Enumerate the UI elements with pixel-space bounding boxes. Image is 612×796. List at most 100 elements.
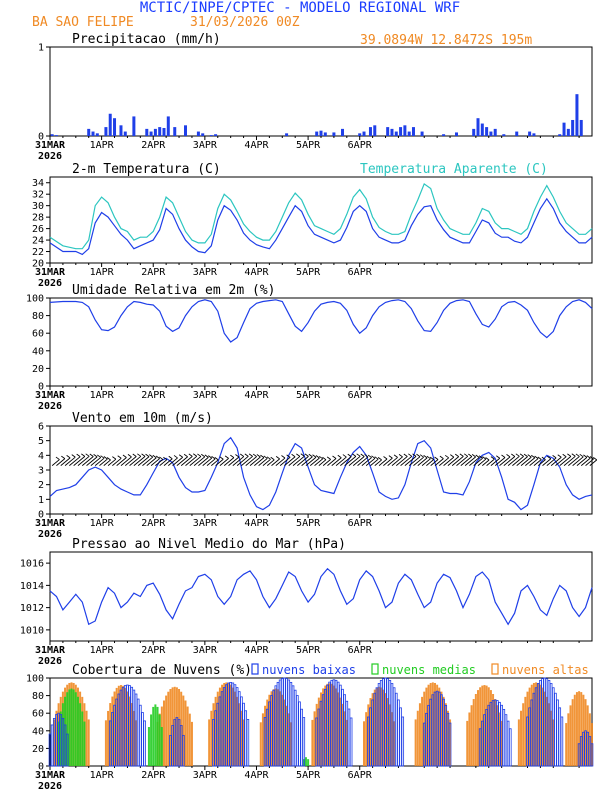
- cloud-bar-nuvens-altas: [569, 705, 572, 766]
- cloud-bar-nuvens-altas: [289, 722, 292, 766]
- cloud-bar-nuvens-altas: [472, 699, 475, 766]
- cloud-bar-nuvens-altas: [180, 691, 183, 766]
- precip-bar: [201, 133, 205, 136]
- precip-xtick-label: 3APR: [193, 140, 218, 151]
- cloud-bar-nuvens-medias: [83, 721, 86, 766]
- cloud-bar-nuvens-baixas: [508, 728, 512, 767]
- cloud-bar-nuvens-baixas: [556, 699, 559, 767]
- pres-xtick-label: 6APR: [348, 645, 373, 656]
- cloud-bar-nuvens-altas: [382, 689, 385, 766]
- cloud-bar-nuvens-altas: [474, 694, 477, 766]
- temp-xtick-label: 5APR: [296, 267, 321, 278]
- wind-barb: [473, 457, 483, 466]
- cloud-bar-nuvens-altas: [162, 700, 165, 766]
- wind-ytick-label: 0: [38, 510, 44, 521]
- wind-barb-flag: [367, 454, 372, 458]
- cloud-bar-nuvens-medias: [307, 759, 310, 766]
- wind-barb: [99, 458, 108, 466]
- cloud-bar-nuvens-altas: [242, 719, 245, 766]
- wind-barb-flag: [173, 455, 178, 459]
- cloud-bar-nuvens-altas: [283, 699, 286, 766]
- wind-barb: [357, 456, 369, 466]
- precip-bar: [489, 131, 493, 136]
- precip-bar: [119, 125, 123, 136]
- cloud-bar-nuvens-altas: [238, 703, 241, 766]
- wind-barb: [112, 457, 122, 466]
- wind-barb-flag: [96, 454, 101, 458]
- cloud-bar-nuvens-baixas: [293, 689, 297, 767]
- wind-barb-flag: [482, 456, 487, 460]
- cloud-bar-nuvens-altas: [375, 687, 378, 766]
- precip-bar: [54, 135, 58, 136]
- cloud-bar-nuvens-altas: [109, 703, 112, 766]
- cloud-legend-mid-swatch: [371, 663, 379, 675]
- wind-barb-flag: [511, 453, 516, 457]
- temp-series-2-m-temperatura: [49, 197, 593, 256]
- wind-ytick-label: 4: [38, 451, 44, 462]
- cloud-bar-nuvens-altas: [363, 721, 366, 766]
- cloud-bar-nuvens-altas: [190, 721, 193, 766]
- wind-barb: [464, 456, 476, 466]
- cloud-bar-nuvens-altas: [214, 696, 217, 766]
- cloud-bar-nuvens-altas: [496, 705, 499, 766]
- cloud-bar-nuvens-altas: [281, 694, 284, 766]
- cloud-bar-nuvens-altas: [119, 685, 122, 766]
- cloud-bar-nuvens-altas: [477, 690, 480, 766]
- cloud-bar-nuvens-altas: [259, 722, 262, 766]
- precip-bar: [358, 133, 362, 136]
- cloud-bar-nuvens-altas: [487, 687, 490, 766]
- wind-barb-flag: [557, 454, 562, 458]
- precip-bar: [153, 128, 157, 136]
- wind-barb: [331, 457, 342, 466]
- cloud-bar-nuvens-altas: [221, 684, 224, 766]
- cloud-xtick-label: 1APR: [90, 770, 115, 781]
- precip-bar: [132, 116, 136, 136]
- cloud-bar-nuvens-altas: [578, 691, 581, 766]
- wind-barb: [469, 457, 480, 466]
- cloud-bar-nuvens-altas: [416, 710, 419, 766]
- cloud-bar-nuvens-altas: [276, 689, 279, 766]
- wind-barb-flag: [403, 453, 408, 457]
- precip-bar: [386, 127, 390, 136]
- cloud-bar-nuvens-altas: [535, 682, 538, 766]
- rh-xtick-label: 5APR: [296, 390, 321, 401]
- wind-barb-flag: [541, 456, 546, 461]
- wind-barb-flag: [593, 457, 598, 461]
- precip-bar: [407, 131, 411, 136]
- cloud-bar-nuvens-altas: [537, 682, 540, 766]
- wind-barb-flag: [230, 454, 235, 458]
- wind-barb: [309, 457, 320, 466]
- cloud-bar-nuvens-altas: [580, 692, 583, 766]
- wind-barb-flag: [122, 454, 127, 458]
- precip-bar: [528, 131, 532, 136]
- wind-barb-flag: [383, 456, 388, 460]
- wind-barb: [550, 456, 562, 466]
- wind-barb-flag: [478, 455, 483, 459]
- cloud-bar-nuvens-altas: [550, 710, 553, 766]
- wind-barb: [137, 456, 150, 466]
- wind-barb-flag: [423, 455, 428, 459]
- wind-barb: [116, 457, 127, 466]
- cloud-bar-nuvens-altas: [178, 688, 181, 766]
- wind-barb: [546, 457, 557, 466]
- wind-barb: [503, 456, 516, 466]
- cloud-bar-nuvens-altas: [543, 691, 546, 766]
- wind-barb: [228, 456, 240, 466]
- wind-barb: [133, 456, 146, 466]
- cloud-bar-nuvens-altas: [552, 719, 555, 766]
- wind-barb: [202, 457, 213, 466]
- wind-barb: [292, 455, 305, 466]
- wind-barb-flag: [270, 456, 275, 461]
- wind-barb-flag: [304, 453, 309, 457]
- wind-barb-flag: [463, 453, 469, 457]
- wind-barb-flag: [377, 457, 382, 461]
- precip-year-label: 2026: [38, 151, 62, 162]
- temp-ytick-label: 20: [32, 259, 44, 270]
- cloud-bar-nuvens-altas: [483, 685, 486, 766]
- cloud-bar-nuvens-baixas: [504, 714, 508, 767]
- wind-barb-flag: [155, 455, 160, 459]
- wind-barb: [322, 459, 331, 466]
- wind-barb-flag: [519, 453, 524, 457]
- wind-barb: [374, 459, 382, 466]
- wind-barb-flag: [342, 454, 347, 458]
